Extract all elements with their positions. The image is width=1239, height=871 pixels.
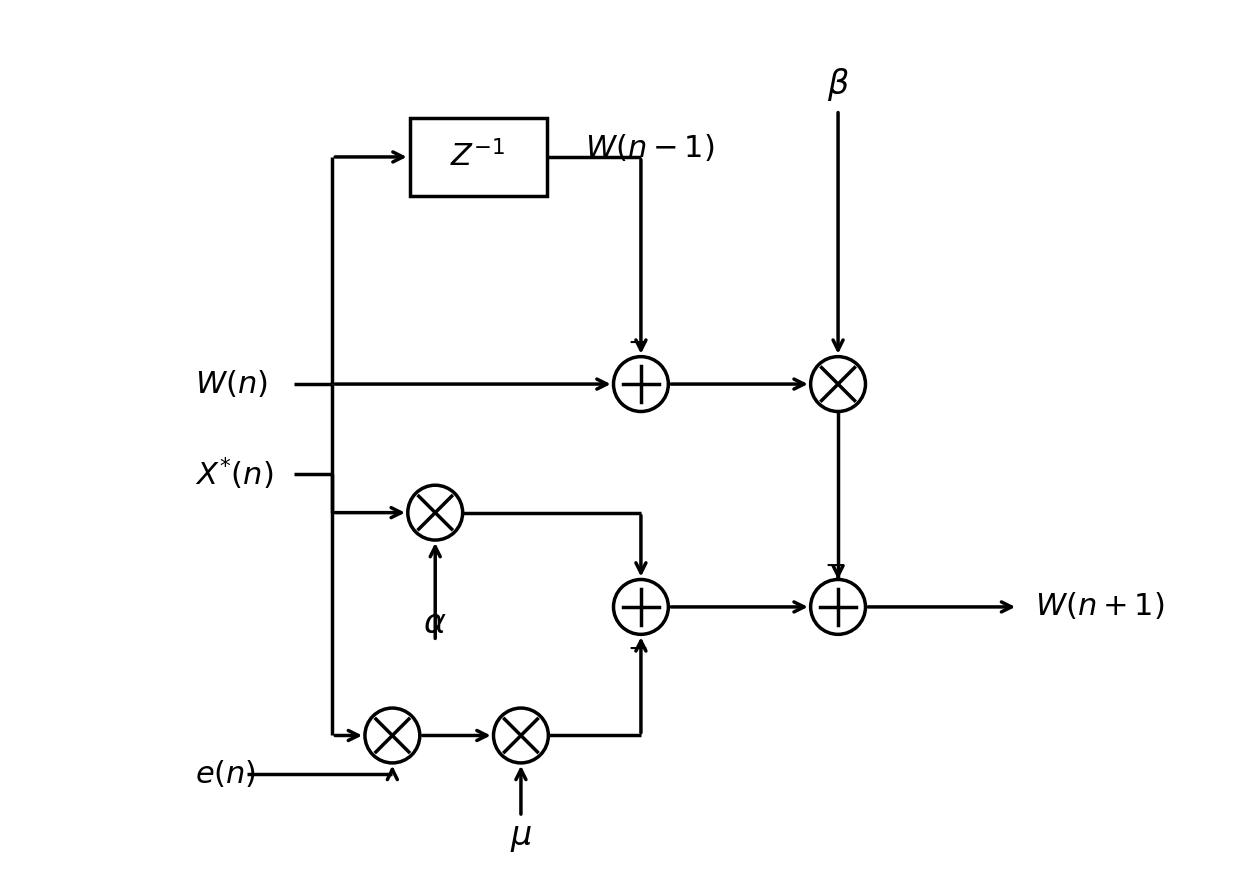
Text: $X^{*}(n)$: $X^{*}(n)$ <box>196 456 274 492</box>
Text: $-$: $-$ <box>824 554 844 577</box>
Text: $\beta$: $\beta$ <box>826 65 849 103</box>
Text: $W(n+1)$: $W(n+1)$ <box>1036 591 1165 623</box>
Text: $\mu$: $\mu$ <box>509 822 532 854</box>
Text: $\alpha$: $\alpha$ <box>424 608 447 640</box>
Text: $W(n-1)$: $W(n-1)$ <box>585 133 715 164</box>
Text: $e(n)$: $e(n)$ <box>196 759 256 789</box>
Text: $-$: $-$ <box>627 331 647 354</box>
FancyBboxPatch shape <box>410 118 546 195</box>
Text: $Z^{-1}$: $Z^{-1}$ <box>451 141 506 173</box>
Text: $-$: $-$ <box>627 637 647 660</box>
Text: $W(n)$: $W(n)$ <box>196 368 268 400</box>
